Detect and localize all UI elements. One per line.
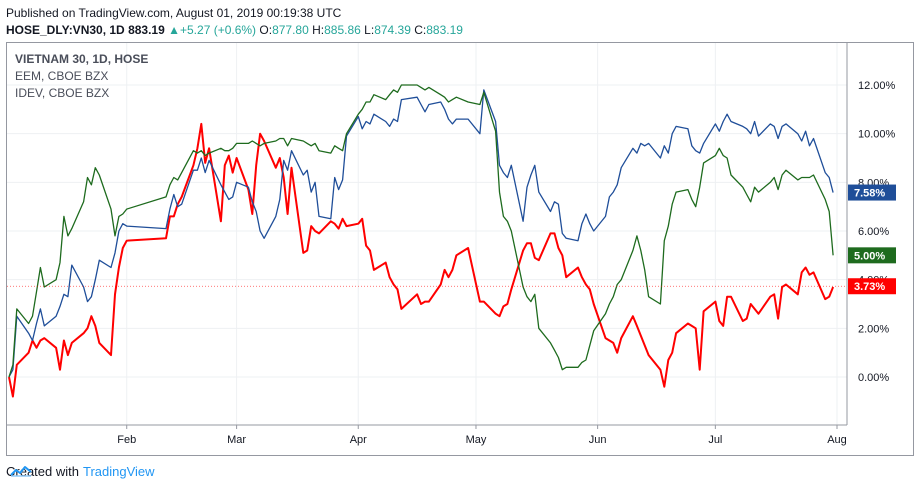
last-value-badge-2	[848, 247, 896, 264]
chart-svg[interactable]: 0.00%2.00%4.00%6.00%8.00%10.00%12.00%Feb…	[7, 43, 915, 457]
legend-item-2[interactable]: IDEV, CBOE BZX	[15, 86, 109, 100]
tradingview-logo-icon[interactable]	[10, 464, 32, 478]
open-label: O:	[259, 23, 273, 37]
last-value-badge-1	[848, 184, 896, 201]
y-tick-label: 2.00%	[858, 323, 889, 335]
x-tick-label: Apr	[350, 434, 367, 446]
low-label: L:	[364, 23, 375, 37]
change-value: +5.27 (+0.6%)	[180, 23, 257, 37]
high-label: H:	[312, 23, 325, 37]
series-line-2[interactable]	[8, 84, 834, 378]
up-arrow-icon: ▲	[168, 23, 180, 37]
ticker-line: HOSE_DLY:VN30, 1D 883.19 ▲+5.27 (+0.6%) …	[6, 23, 463, 37]
y-tick-label: 12.00%	[858, 80, 896, 92]
y-tick-label: 6.00%	[858, 226, 889, 238]
x-tick-label: May	[466, 434, 487, 446]
footer: Created with TradingView	[6, 464, 155, 479]
high-value: 885.86	[324, 23, 361, 37]
legend-item-1[interactable]: EEM, CBOE BZX	[15, 69, 108, 83]
y-tick-label: 0.00%	[858, 372, 889, 384]
x-tick-label: Jul	[708, 434, 722, 446]
tradingview-brand-link[interactable]: TradingView	[82, 464, 155, 479]
series-line-0[interactable]	[8, 122, 835, 398]
published-line: Published on TradingView.com, August 01,…	[6, 6, 342, 20]
last-value-badge-0	[848, 278, 896, 295]
symbol-label[interactable]: HOSE_DLY:VN30, 1D	[6, 23, 125, 37]
close-label: C:	[414, 23, 427, 37]
x-tick-label: Aug	[827, 434, 847, 446]
low-value: 874.39	[374, 23, 411, 37]
chart-frame[interactable]: 0.00%2.00%4.00%6.00%8.00%10.00%12.00%Feb…	[6, 42, 914, 456]
close-value: 883.19	[426, 23, 463, 37]
y-tick-label: 10.00%	[858, 129, 896, 141]
series-line-1[interactable]	[8, 89, 834, 378]
last-value-label-1: 7.58%	[854, 188, 885, 200]
x-tick-label: Jun	[589, 434, 607, 446]
last-value-label-0: 3.73%	[854, 281, 885, 293]
x-tick-label: Feb	[117, 434, 136, 446]
x-tick-label: Mar	[227, 434, 246, 446]
open-value: 877.80	[272, 23, 309, 37]
last-price: 883.19	[128, 23, 165, 37]
legend-item-0[interactable]: VIETNAM 30, 1D, HOSE	[15, 52, 148, 66]
last-value-label-2: 5.00%	[854, 250, 885, 262]
